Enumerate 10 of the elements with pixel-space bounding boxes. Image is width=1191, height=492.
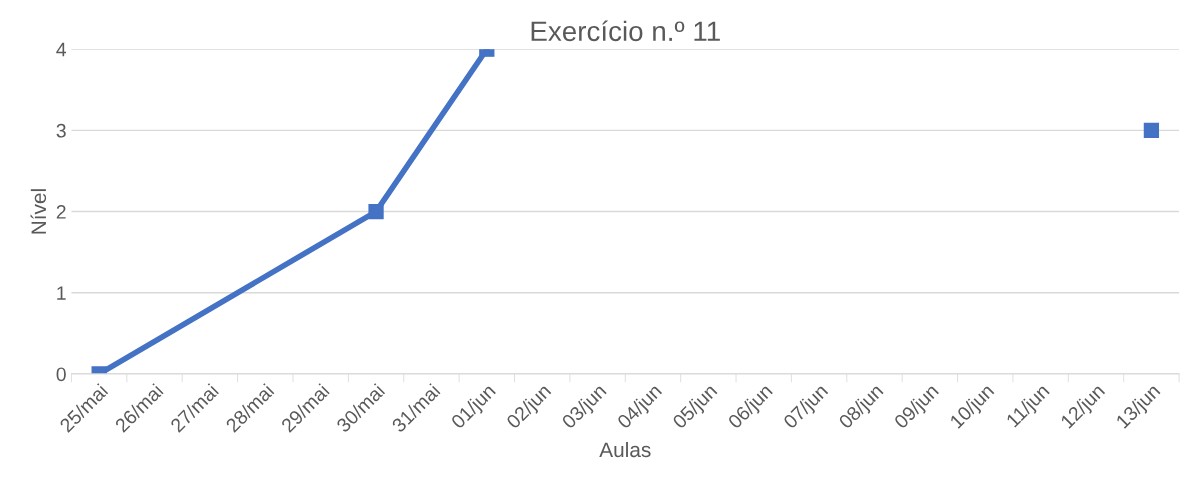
chart-title: Exercício n.º 11 <box>531 20 720 42</box>
y-tick-label: 2 <box>56 205 66 219</box>
y-tick-label: 1 <box>57 286 66 300</box>
y-axis-title: Nível <box>30 189 47 234</box>
y-tick-label: 3 <box>56 123 66 138</box>
y-tick-label: 4 <box>56 42 67 57</box>
point <box>368 203 384 220</box>
x-axis-title: Aulas <box>599 441 651 458</box>
y-tick-label: 0 <box>56 367 66 382</box>
point <box>1143 122 1160 139</box>
